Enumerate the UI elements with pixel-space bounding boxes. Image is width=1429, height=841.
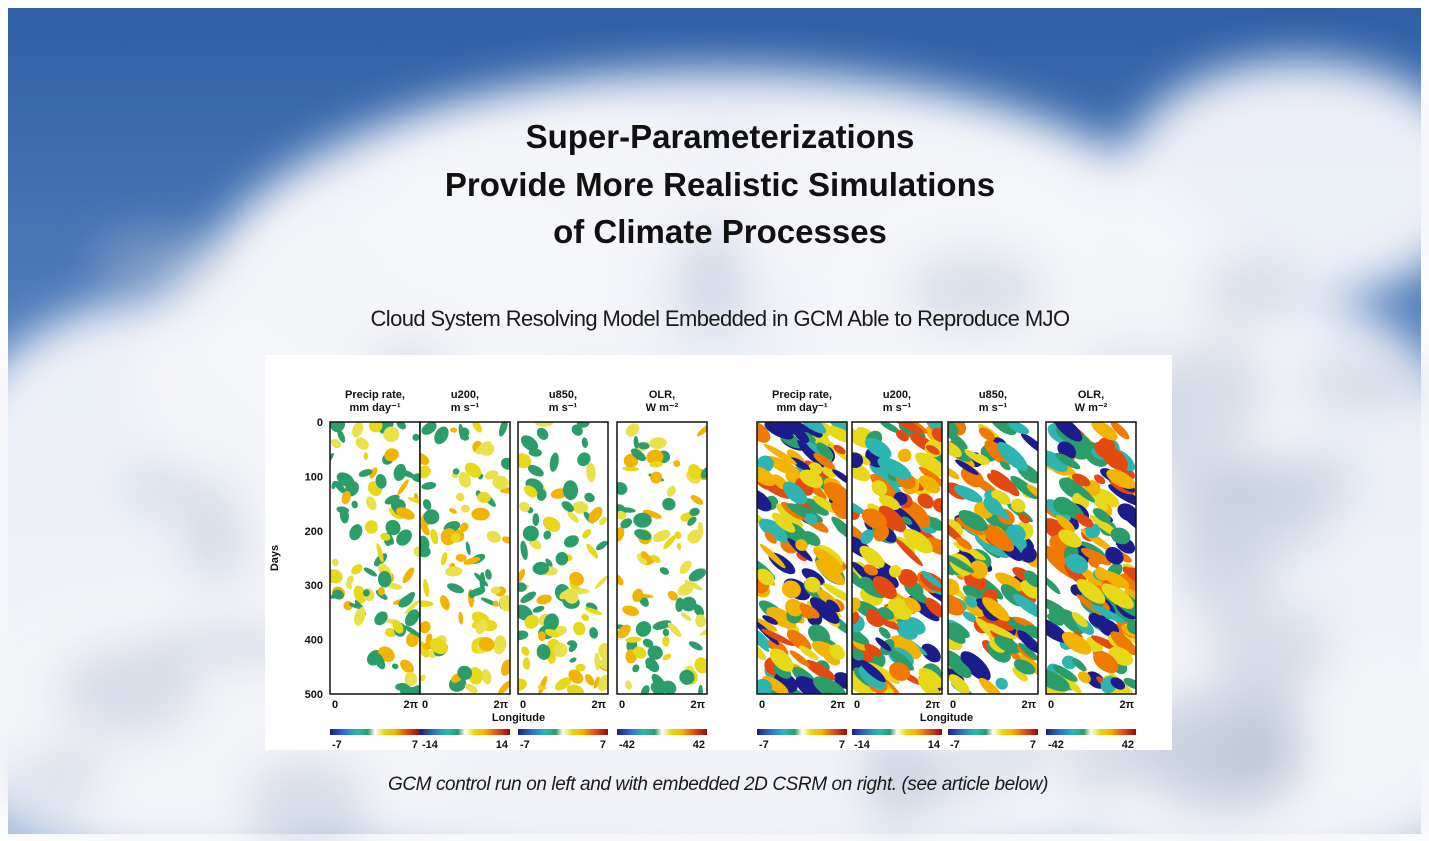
field-blob [471, 508, 489, 521]
colorbar-label: 7 [839, 739, 845, 751]
y-axis-label: Days [269, 545, 281, 571]
colorbar-label: 14 [496, 739, 509, 751]
panel-header: Precip rate, [772, 389, 832, 401]
title-line: Provide More Realistic Simulations [445, 166, 995, 203]
x-tick-label: 0 [854, 699, 860, 711]
panel-header: W m⁻² [1075, 402, 1108, 414]
colorbar-label: 7 [600, 739, 606, 751]
x-tick-label: 2π [830, 699, 845, 711]
colorbar-label: -7 [332, 739, 342, 751]
panel-header: OLR, [649, 389, 675, 401]
hovmoller-field [509, 417, 618, 699]
colorbar-label: -14 [422, 739, 439, 751]
colorbar-label: -42 [1048, 739, 1064, 751]
panel-header: mm day⁻¹ [776, 402, 827, 414]
cloud-shade [1199, 257, 1303, 325]
colorbar [420, 729, 510, 735]
x-tick-label: 2π [690, 699, 705, 711]
panel-header: u850, [549, 389, 577, 401]
x-tick-label: 0 [619, 699, 625, 711]
cloud-shade [123, 465, 201, 511]
x-tick-label: 2π [493, 699, 508, 711]
title-line: of Climate Processes [553, 213, 887, 250]
panel-header: m s⁻¹ [979, 402, 1008, 414]
hovmoller-field [411, 418, 519, 696]
panel-header: u850, [979, 389, 1007, 401]
x-tick-label: 0 [1048, 699, 1054, 711]
x-tick-label: 2π [403, 699, 418, 711]
panel-header: m s⁻¹ [451, 402, 480, 414]
colorbar-label: -42 [619, 739, 635, 751]
hovmoller-field [1032, 411, 1149, 706]
cloud-shade [13, 747, 108, 804]
panel-header: OLR, [1078, 389, 1104, 401]
x-tick-label: 0 [520, 699, 526, 711]
colorbar [852, 729, 942, 735]
field-blob [461, 505, 470, 513]
y-tick-label: 500 [305, 689, 323, 701]
y-tick-label: 200 [305, 526, 323, 538]
x-tick-label: 0 [422, 699, 428, 711]
x-tick-label: 2π [925, 699, 940, 711]
colorbar [1046, 729, 1136, 735]
colorbar [617, 729, 707, 735]
cloud-shade [1297, 357, 1429, 409]
panel-header: W m⁻² [646, 402, 679, 414]
caption: GCM control run on left and with embedde… [388, 774, 1048, 795]
x-tick-label: 0 [950, 699, 956, 711]
y-tick-label: 0 [317, 417, 323, 429]
panel-header: m s⁻¹ [549, 402, 578, 414]
hovmoller-field [611, 421, 713, 700]
panel-header: Precip rate, [345, 389, 405, 401]
cloud-shade [1171, 528, 1273, 618]
colorbar-label: -7 [950, 739, 960, 751]
hovmoller-field [324, 414, 427, 702]
x-axis-label: Longitude [492, 712, 545, 724]
title-line: Super-Parameterizations [526, 118, 915, 155]
hovmoller-field [930, 408, 1054, 702]
y-tick-label: 300 [305, 580, 323, 592]
panel-header: u200, [883, 389, 911, 401]
colorbar-label: -14 [854, 739, 871, 751]
colorbar [330, 729, 420, 735]
colorbar-label: 42 [693, 739, 705, 751]
cloud-shade [1172, 447, 1260, 519]
colorbar [518, 729, 608, 735]
colorbar [948, 729, 1038, 735]
colorbar [757, 729, 847, 735]
x-axis-label: Longitude [920, 712, 973, 724]
panel-header: mm day⁻¹ [349, 402, 400, 414]
slide: 0100200300400500DaysPrecip rate,mm day⁻¹… [0, 0, 1429, 841]
panel-header: u200, [451, 389, 479, 401]
page: 0100200300400500DaysPrecip rate,mm day⁻¹… [0, 0, 1429, 841]
y-tick-label: 100 [305, 471, 323, 483]
colorbar-label: -7 [759, 739, 769, 751]
colorbar-label: 7 [1030, 739, 1036, 751]
cloud-shade [1163, 336, 1268, 448]
colorbar-label: 14 [928, 739, 941, 751]
field-blob [533, 513, 540, 526]
colorbar-label: 42 [1122, 739, 1134, 751]
x-tick-label: 0 [759, 699, 765, 711]
panel-header: m s⁻¹ [883, 402, 912, 414]
colorbar-label: 7 [412, 739, 418, 751]
x-tick-label: 2π [591, 699, 606, 711]
colorbar-label: -7 [520, 739, 530, 751]
subtitle: Cloud System Resolving Model Embedded in… [371, 306, 1070, 331]
hovmoller-field [743, 405, 859, 707]
cloud-shade [93, 232, 227, 291]
x-tick-label: 0 [332, 699, 338, 711]
x-tick-label: 2π [1021, 699, 1036, 711]
cloud-shade [185, 477, 245, 590]
x-tick-label: 2π [1119, 699, 1134, 711]
y-tick-label: 400 [305, 635, 323, 647]
